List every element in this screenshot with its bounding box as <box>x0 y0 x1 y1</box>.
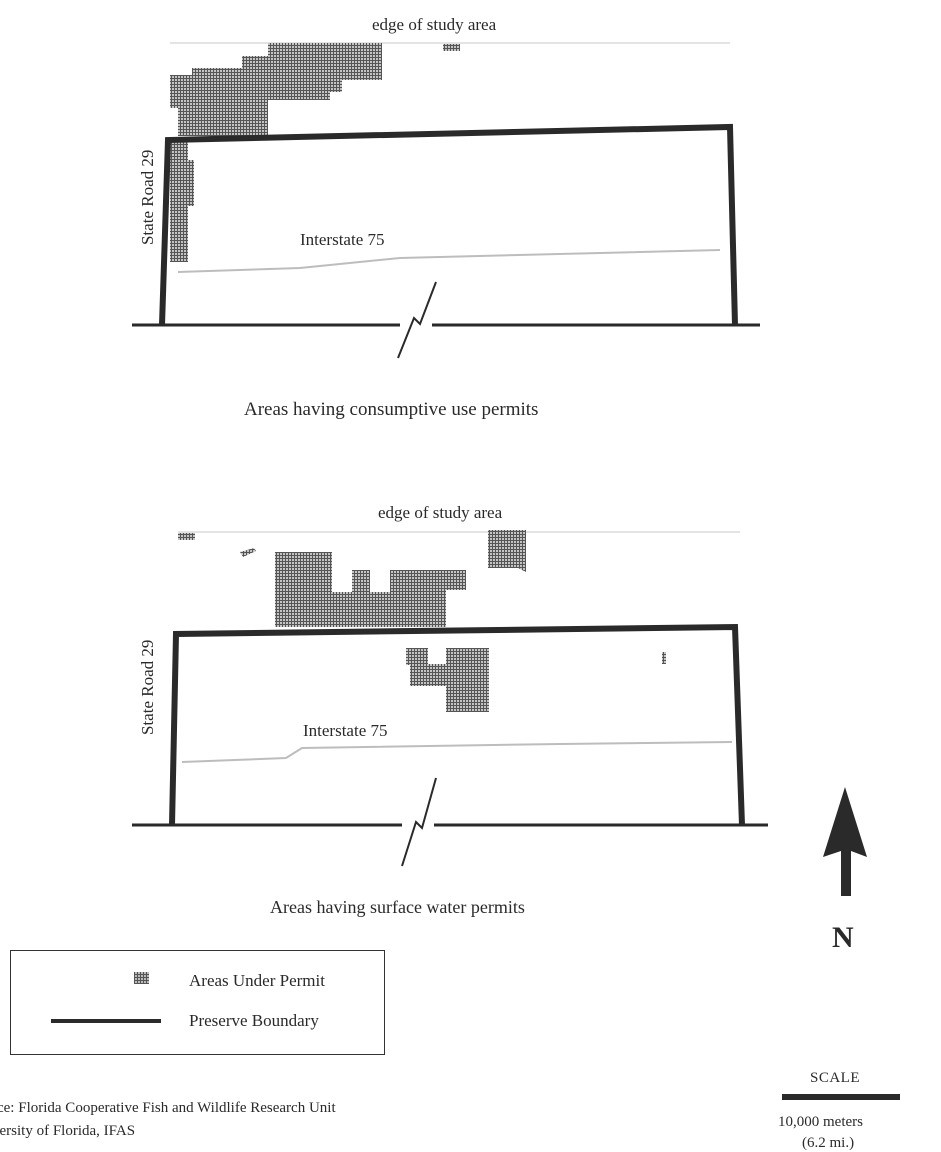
preserve-boundary <box>159 123 738 326</box>
map-caption: Areas having consumptive use permits <box>244 399 538 420</box>
source-line-1: rce: Florida Cooperative Fish and Wildli… <box>0 1100 336 1116</box>
state-road-29-label: State Road 29 <box>138 640 157 735</box>
boundary-line-icon <box>51 1019 161 1023</box>
scale-bar-line <box>782 1094 900 1100</box>
source-line-2: versity of Florida, IFAS <box>0 1123 136 1139</box>
map-top: edge of study area Interstate 75 State R… <box>132 15 760 420</box>
state-road-29-label: State Road 29 <box>138 150 157 245</box>
permit-area <box>406 648 489 712</box>
legend-swatch <box>11 1007 186 1037</box>
permit-area <box>488 530 526 572</box>
scale-title: SCALE <box>810 1070 861 1086</box>
interstate-75-label: Interstate 75 <box>300 230 385 249</box>
break-symbol <box>397 281 437 359</box>
map-caption: Areas having surface water permits <box>270 897 525 917</box>
permit-pattern-icon <box>134 972 149 984</box>
permit-area <box>186 160 194 206</box>
legend-permit-label: Areas Under Permit <box>189 971 325 990</box>
permit-area <box>170 140 188 262</box>
permit-area <box>662 652 666 664</box>
north-label: N <box>832 921 854 954</box>
north-arrow: N <box>823 787 867 954</box>
scale-distance: 10,000 meters <box>778 1114 863 1130</box>
edge-of-study-area-label: edge of study area <box>372 15 497 34</box>
legend-row-boundary: Preserve Boundary <box>11 1007 384 1037</box>
permit-area <box>443 44 460 51</box>
map-bottom: edge of study area Interstate 75 State R… <box>132 503 768 917</box>
north-arrow-icon <box>823 787 867 896</box>
interstate-75-line <box>177 249 721 273</box>
edge-of-study-area-label: edge of study area <box>378 503 503 522</box>
source-note: rce: Florida Cooperative Fish and Wildli… <box>0 1097 336 1143</box>
permit-area <box>275 552 466 627</box>
interstate-75-line <box>181 741 733 763</box>
permit-areas <box>178 530 666 712</box>
legend-boundary-label: Preserve Boundary <box>189 1011 319 1030</box>
preserve-boundary <box>169 623 745 826</box>
legend-row-permit: Areas Under Permit <box>11 967 384 997</box>
scale-miles: (6.2 mi.) <box>802 1135 855 1151</box>
permit-area <box>178 533 195 540</box>
permit-area <box>170 43 382 136</box>
permit-area <box>240 548 256 557</box>
legend-swatch <box>11 967 186 997</box>
interstate-75-label: Interstate 75 <box>303 721 388 740</box>
scale-bar: SCALE 10,000 meters (6.2 mi.) <box>770 1070 940 1151</box>
legend: Areas Under Permit Preserve Boundary <box>10 950 385 1055</box>
permit-areas <box>170 43 460 262</box>
break-symbol <box>401 777 437 867</box>
